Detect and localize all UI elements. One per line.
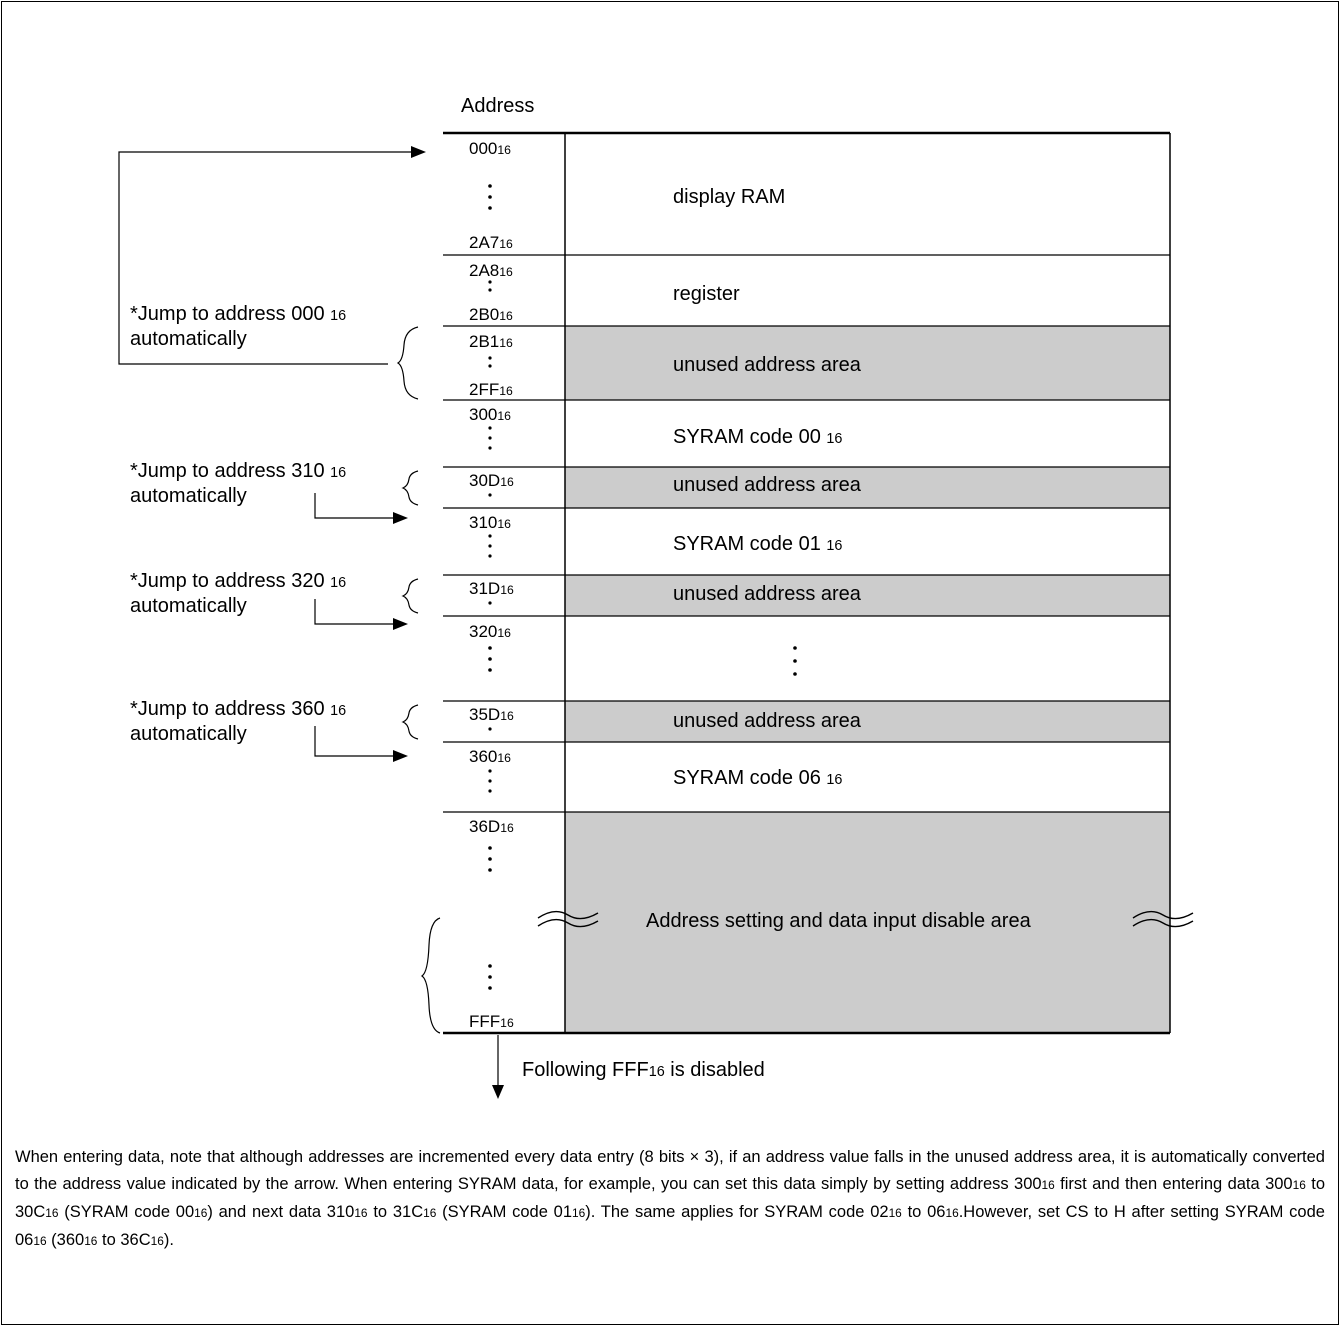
jump-note-000: *Jump to address 000 16 automatically: [130, 303, 347, 350]
area-register: register: [673, 283, 740, 305]
following-fff-note: Following FFF16 is disabled: [522, 1059, 765, 1081]
address-label: 2A816: [469, 261, 513, 280]
address-label: FFF16: [469, 1012, 514, 1031]
area-unused: unused address area: [673, 474, 861, 496]
address-label: 31D16: [469, 579, 514, 598]
area-unused: unused address area: [673, 354, 861, 376]
address-label: 32016: [469, 622, 511, 641]
area-unused: unused address area: [673, 583, 861, 605]
area-syram-code-06: SYRAM code 06 16: [673, 767, 843, 789]
area-syram-code-00: SYRAM code 00 16: [673, 426, 843, 448]
area-syram-code-01: SYRAM code 01 16: [673, 533, 843, 555]
address-label: 35D16: [469, 705, 514, 724]
jump-note-320: *Jump to address 320 16 automatically: [130, 570, 347, 617]
address-label: 2B116: [469, 332, 513, 351]
area-unused: unused address area: [673, 710, 861, 732]
address-label: 30016: [469, 405, 511, 424]
unused-area-1: [565, 326, 1170, 400]
jump-note-360: *Jump to address 360 16 automatically: [130, 698, 347, 745]
unused-area-4: [565, 701, 1170, 742]
address-label: 36016: [469, 747, 511, 766]
address-label: 2A716: [469, 233, 513, 252]
area-disable: Address setting and data input disable a…: [642, 910, 1035, 933]
address-label: 31016: [469, 513, 511, 532]
address-label: 2B016: [469, 305, 513, 324]
address-label: 00016: [469, 139, 511, 158]
area-display-ram: display RAM: [673, 186, 786, 208]
address-label: 30D16: [469, 471, 514, 490]
explanation-paragraph: When entering data, note that although a…: [15, 1148, 1325, 1249]
unused-area-3: [565, 575, 1170, 616]
unused-area-2: [565, 467, 1170, 508]
address-label: 2FF16: [469, 380, 513, 399]
jump-note-310: *Jump to address 310 16 automatically: [130, 460, 347, 507]
address-label: 36D16: [469, 817, 514, 836]
address-column-title: Address: [461, 95, 535, 117]
